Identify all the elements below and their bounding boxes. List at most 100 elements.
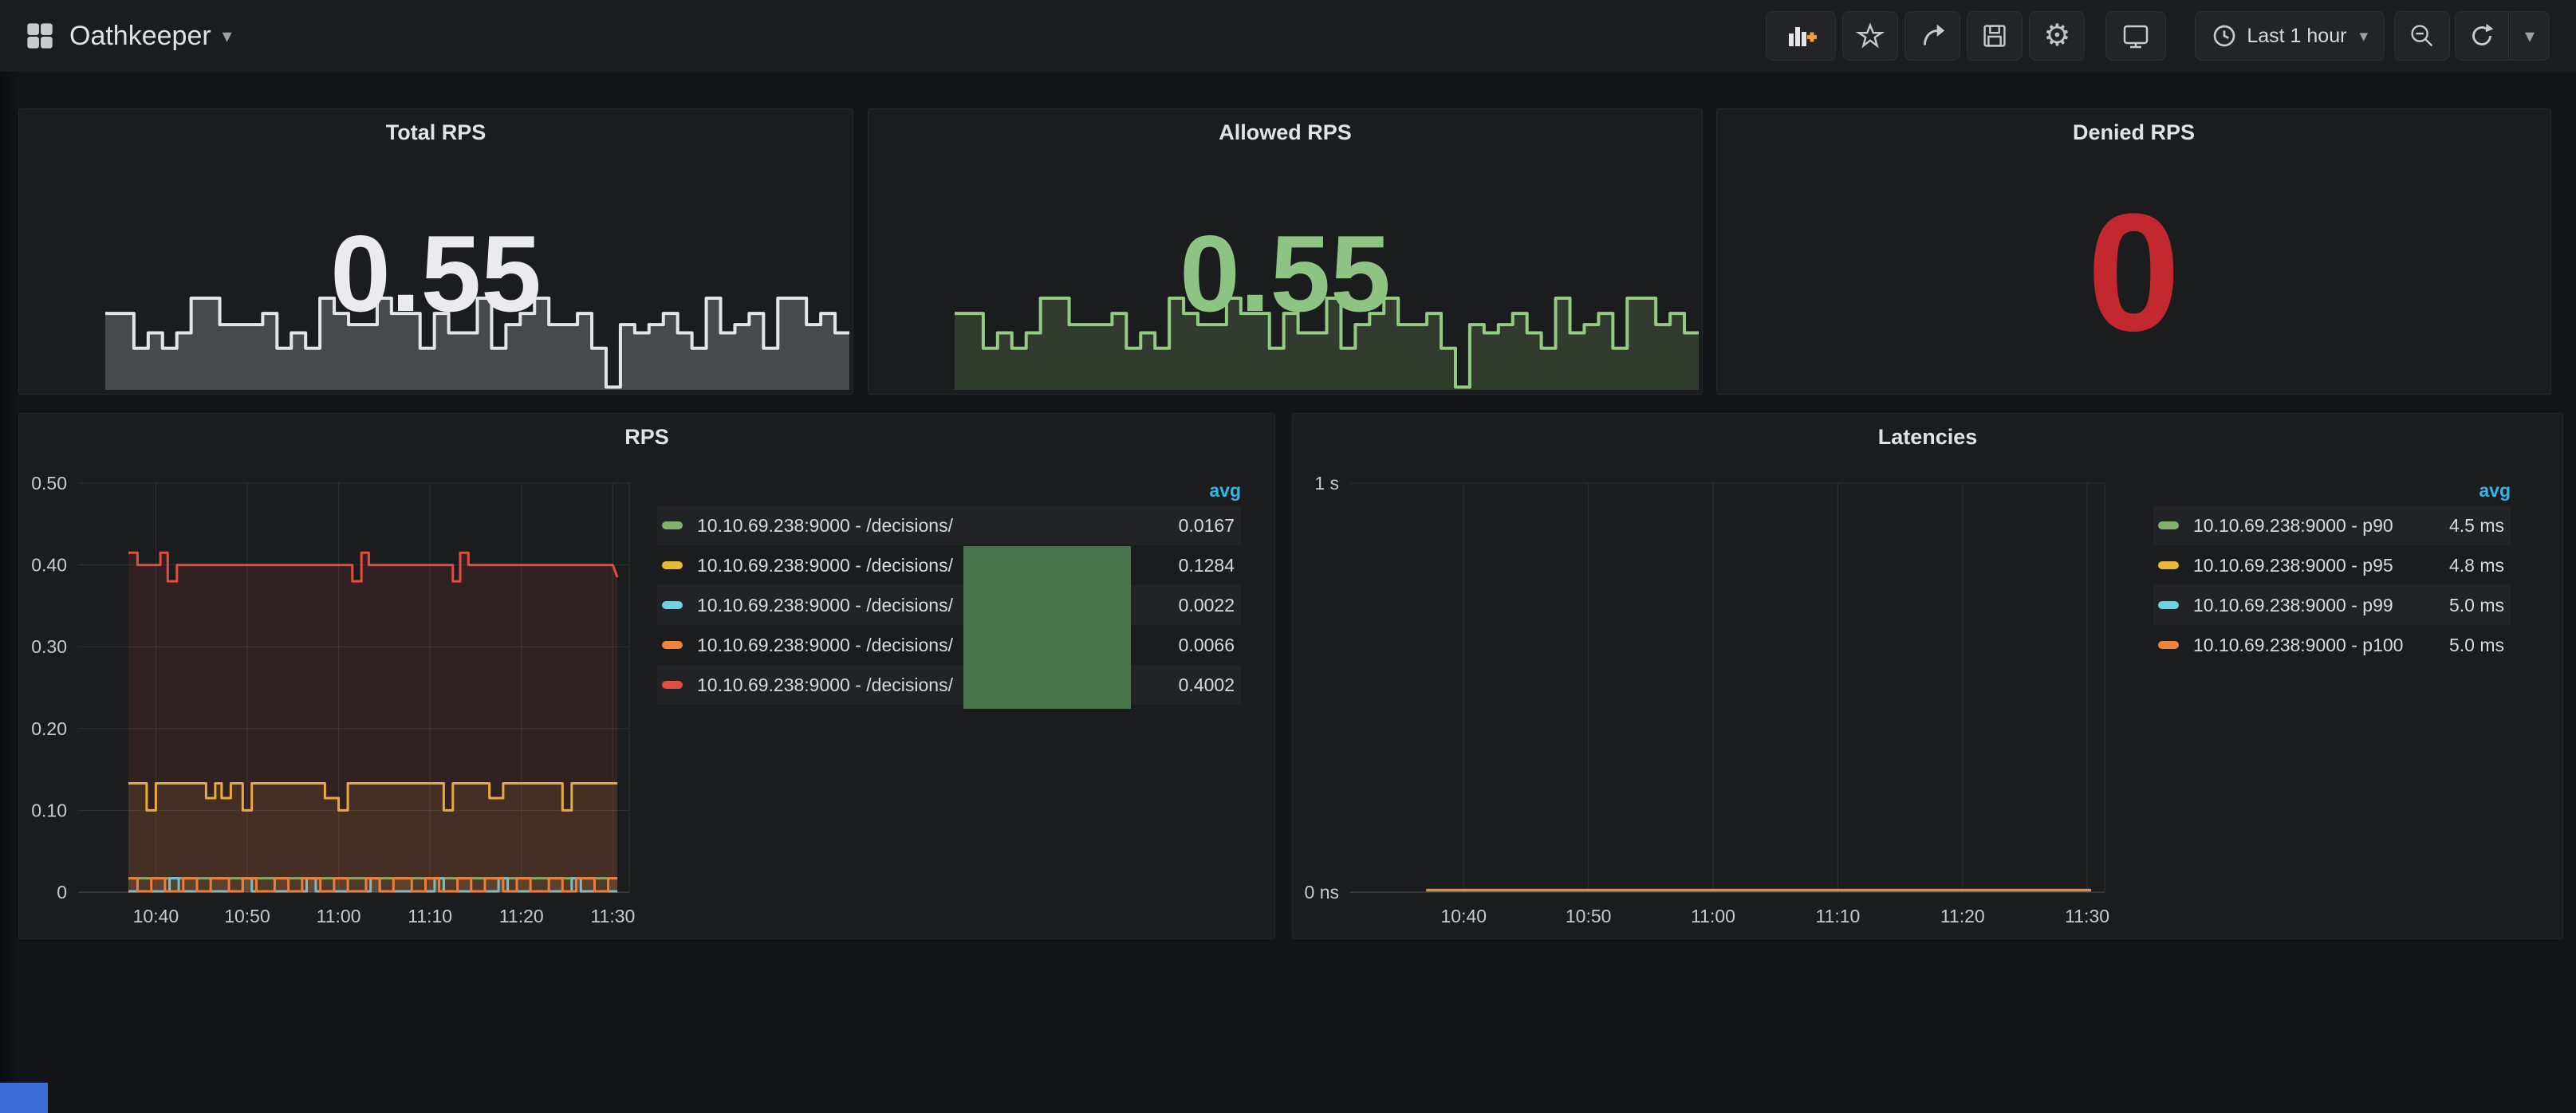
legend-row: 10.10.69.238:9000 - /decisions/ 0.1284 bbox=[657, 545, 1241, 585]
denied-rps-value: 0 bbox=[2087, 179, 2180, 366]
svg-text:11:00: 11:00 bbox=[317, 906, 361, 926]
dashboard-grid-icon bbox=[27, 23, 53, 49]
series-label[interactable]: 10.10.69.238:9000 - /decisions/ bbox=[697, 634, 953, 655]
series-color-swatch[interactable] bbox=[662, 561, 683, 569]
series-color-swatch[interactable] bbox=[2158, 601, 2179, 609]
series-label[interactable]: 10.10.69.238:9000 - p90 bbox=[2193, 514, 2393, 536]
refresh-button[interactable] bbox=[2455, 11, 2509, 61]
time-range-picker[interactable]: Last 1 hour ▾ bbox=[2195, 11, 2385, 61]
legend-row: 10.10.69.238:9000 - /decisions/ 0.0167 bbox=[657, 505, 1241, 545]
legend-row: 10.10.69.238:9000 - /decisions/ 0.4002 bbox=[657, 665, 1241, 705]
legend-row: 10.10.69.238:9000 - p100 5.0 ms bbox=[2153, 625, 2511, 665]
cycle-view-button[interactable] bbox=[2105, 11, 2167, 61]
legend-row: 10.10.69.238:9000 - p90 4.5 ms bbox=[2153, 505, 2511, 545]
latencies-legend: avg 10.10.69.238:9000 - p90 4.5 ms 10.10… bbox=[2153, 480, 2511, 665]
allowed-rps-value: 0.55 bbox=[1180, 213, 1391, 334]
svg-text:11:30: 11:30 bbox=[2065, 906, 2109, 926]
star-button[interactable] bbox=[1842, 11, 1899, 61]
share-icon bbox=[1924, 24, 1945, 45]
panel-rps-graph: RPS 0.50 0.40 0.30 0.20 0.10 0 10:40 10:50 11:00… bbox=[18, 413, 1275, 939]
svg-text:0 ns: 0 ns bbox=[1305, 882, 1339, 903]
total-rps-sparkline bbox=[19, 109, 853, 394]
series-color-swatch[interactable] bbox=[662, 681, 683, 689]
series-label[interactable]: 10.10.69.238:9000 - p99 bbox=[2193, 594, 2393, 615]
share-button[interactable] bbox=[1904, 11, 1961, 61]
series-color-swatch[interactable] bbox=[2158, 561, 2179, 569]
add-panel-button[interactable] bbox=[1766, 11, 1837, 61]
header-bar: Oathkeeper ▾ bbox=[0, 0, 2576, 72]
legend-row: 10.10.69.238:9000 - /decisions/ 0.0066 bbox=[657, 625, 1241, 665]
dashboard-title: Oathkeeper bbox=[69, 20, 211, 51]
series-color-swatch[interactable] bbox=[662, 601, 683, 609]
legend-avg-header: avg bbox=[2479, 480, 2511, 501]
settings-button[interactable]: ⚙ bbox=[2029, 11, 2086, 61]
panel-title[interactable]: Latencies bbox=[1877, 425, 1978, 449]
panel-denied-rps: Denied RPS 0 bbox=[1716, 108, 2551, 395]
star-icon bbox=[1856, 22, 1885, 49]
legend-avg-header: avg bbox=[1209, 480, 1241, 501]
dashboard-title-dropdown[interactable]: Oathkeeper ▾ bbox=[22, 0, 232, 72]
svg-text:11:20: 11:20 bbox=[499, 906, 544, 926]
series-avg-value: 5.0 ms bbox=[2448, 594, 2504, 615]
corner-blue-artifact bbox=[0, 1083, 48, 1113]
chevron-down-icon: ▾ bbox=[222, 25, 232, 47]
series-avg-value: 0.0022 bbox=[1178, 594, 1235, 615]
zoom-out-button[interactable] bbox=[2394, 11, 2450, 61]
svg-text:0: 0 bbox=[57, 882, 67, 903]
legend-row: 10.10.69.238:9000 - p95 4.8 ms bbox=[2153, 545, 2511, 585]
rps-graph-plot[interactable]: 0.50 0.40 0.30 0.20 0.10 0 10:40 10:50 11:00 11:1… bbox=[19, 414, 1274, 938]
series-label[interactable]: 10.10.69.238:9000 - p95 bbox=[2193, 554, 2393, 576]
latencies-graph-plot[interactable]: 1 s 0 ns 10:40 10:50 11:00 11:10 11:20 11:30 bbox=[1293, 414, 2562, 938]
series-label[interactable]: 10.10.69.238:9000 - /decisions/ bbox=[697, 594, 953, 615]
legend-row: 10.10.69.238:9000 - p99 5.0 ms bbox=[2153, 585, 2511, 625]
panel-total-rps: Total RPS 0.55 bbox=[18, 108, 853, 395]
svg-text:10:40: 10:40 bbox=[133, 906, 179, 926]
series-color-swatch[interactable] bbox=[662, 641, 683, 649]
save-icon bbox=[1983, 25, 2006, 47]
panel-latencies-graph: Latencies 1 s 0 ns 10:40 10:50 11:00 11:10 11:… bbox=[1292, 413, 2563, 939]
chevron-down-icon: ▾ bbox=[2524, 25, 2535, 47]
series-label[interactable]: 10.10.69.238:9000 - /decisions/ bbox=[697, 514, 953, 536]
series-label[interactable]: 10.10.69.238:9000 - p100 bbox=[2193, 634, 2404, 655]
panel-title[interactable]: Total RPS bbox=[385, 120, 486, 144]
panel-title[interactable]: Denied RPS bbox=[2072, 120, 2196, 144]
series-avg-value: 5.0 ms bbox=[2448, 634, 2504, 655]
total-rps-value: 0.55 bbox=[330, 213, 542, 334]
green-overlay-artifact bbox=[963, 546, 1131, 709]
svg-text:0.50: 0.50 bbox=[31, 473, 67, 494]
svg-text:11:10: 11:10 bbox=[408, 906, 452, 926]
svg-text:0.20: 0.20 bbox=[31, 718, 67, 739]
series-label[interactable]: 10.10.69.238:9000 - /decisions/ bbox=[697, 674, 953, 695]
series-color-swatch[interactable] bbox=[2158, 641, 2179, 649]
gear-icon: ⚙ bbox=[2043, 19, 2071, 53]
svg-text:10:40: 10:40 bbox=[1441, 906, 1487, 926]
toolbar: ⚙ Last 1 hour ▾ bbox=[1759, 11, 2550, 61]
series-avg-value: 0.0167 bbox=[1178, 514, 1235, 536]
series-label[interactable]: 10.10.69.238:9000 - /decisions/ bbox=[697, 554, 953, 576]
save-button[interactable] bbox=[1967, 11, 2023, 61]
allowed-rps-sparkline bbox=[869, 109, 1702, 394]
panel-title[interactable]: Allowed RPS bbox=[1219, 120, 1352, 144]
add-panel-icon bbox=[1789, 27, 1818, 46]
panel-title[interactable]: RPS bbox=[624, 425, 669, 449]
panel-allowed-rps: Allowed RPS 0.55 bbox=[868, 108, 1703, 395]
clock-icon bbox=[2214, 25, 2235, 47]
svg-text:0.40: 0.40 bbox=[31, 555, 67, 576]
svg-text:10:50: 10:50 bbox=[1566, 906, 1612, 926]
time-range-label: Last 1 hour bbox=[2247, 24, 2347, 47]
chevron-down-icon: ▾ bbox=[2359, 26, 2368, 45]
refresh-interval-dropdown[interactable]: ▾ bbox=[2510, 11, 2550, 61]
refresh-icon bbox=[2472, 23, 2494, 45]
svg-text:11:00: 11:00 bbox=[1691, 906, 1735, 926]
svg-text:0.30: 0.30 bbox=[31, 636, 67, 657]
series-avg-value: 0.4002 bbox=[1178, 674, 1235, 695]
legend-row: 10.10.69.238:9000 - /decisions/ 0.0022 bbox=[657, 585, 1241, 625]
series-color-swatch[interactable] bbox=[2158, 521, 2179, 529]
series-color-swatch[interactable] bbox=[662, 521, 683, 529]
svg-text:11:20: 11:20 bbox=[1940, 906, 1985, 926]
svg-text:11:10: 11:10 bbox=[1815, 906, 1860, 926]
rps-legend: avg 10.10.69.238:9000 - /decisions/ 0.01… bbox=[657, 480, 1241, 705]
svg-text:1 s: 1 s bbox=[1314, 473, 1339, 494]
series-avg-value: 4.5 ms bbox=[2448, 514, 2504, 536]
